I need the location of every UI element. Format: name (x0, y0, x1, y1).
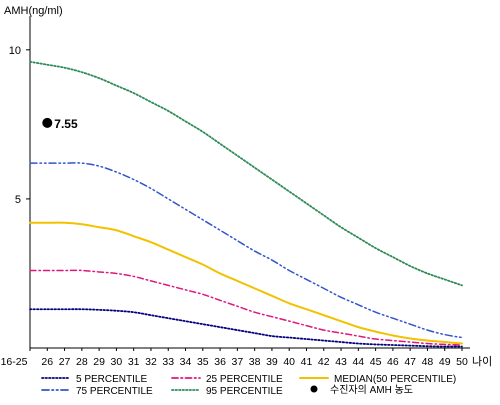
legend-item-75-percentile: 75 PERCENTILE (41, 386, 153, 397)
x-tick-label: 28 (76, 356, 88, 368)
x-tick-label: 49 (439, 356, 451, 368)
x-tick-label: 41 (301, 356, 313, 368)
x-tick-label: 40 (283, 356, 295, 368)
legend-item-25-percentile: 25 PERCENTILE (171, 374, 283, 385)
legend-label: 수진자의 AMH 농도 (330, 384, 413, 396)
x-tick-label: 31 (128, 356, 140, 368)
legend-swatch (310, 385, 318, 393)
legend-label: 5 PERCENTILE (76, 374, 147, 385)
series-line-25-percentile (29, 269, 463, 346)
series-line-75-percentile (29, 162, 463, 339)
x-tick-label: 32 (145, 356, 157, 368)
x-tick-label: 29 (93, 356, 105, 368)
x-tick-label: 38 (249, 356, 261, 368)
legend-label: 25 PERCENTILE (206, 374, 283, 385)
legend-label: MEDIAN(50 PERCENTILE) (334, 374, 456, 385)
x-tick-label: 47 (404, 356, 416, 368)
patient-amh-data-label: 7.55 (54, 117, 78, 131)
x-tick-label: 27 (59, 356, 71, 368)
x-tick-label: 34 (180, 356, 192, 368)
legend-item-median-50-percentile: MEDIAN(50 PERCENTILE) (299, 374, 456, 385)
y-tick-label: 5 (15, 194, 21, 206)
x-tick-label: 50 (456, 356, 468, 368)
x-tick-label: 26 (41, 356, 53, 368)
x-tick-label: 46 (387, 356, 399, 368)
x-tick-label: 16-25 (1, 356, 28, 368)
series-line-median-50-percentile (29, 221, 463, 345)
x-axis-label: 나이 (472, 355, 492, 368)
x-tick-label: 30 (111, 356, 123, 368)
x-tick-label: 39 (266, 356, 278, 368)
x-tick-label: 44 (352, 356, 364, 368)
series-line-95-percentile (29, 60, 463, 287)
y-tick-label: 10 (9, 45, 21, 57)
legend-item-5-percentile: 5 PERCENTILE (41, 374, 147, 385)
patient-amh-point (42, 117, 53, 128)
x-tick-label: 35 (197, 356, 209, 368)
x-tick-label: 37 (232, 356, 244, 368)
x-tick-label: 45 (370, 356, 382, 368)
legend-label: 95 PERCENTILE (206, 386, 283, 397)
legend-label: 75 PERCENTILE (76, 386, 153, 397)
series-line-5-percentile (29, 308, 463, 348)
x-tick-label: 33 (162, 356, 174, 368)
x-tick-label: 36 (214, 356, 226, 368)
x-tick-label: 42 (318, 356, 330, 368)
legend-item-95-percentile: 95 PERCENTILE (171, 386, 283, 397)
y-axis-label: AMH(ng/ml) (4, 5, 63, 17)
x-tick-label: 48 (422, 356, 434, 368)
x-tick-label: 43 (335, 356, 347, 368)
legend-item-patient: 수진자의 AMH 농도 (310, 384, 413, 396)
